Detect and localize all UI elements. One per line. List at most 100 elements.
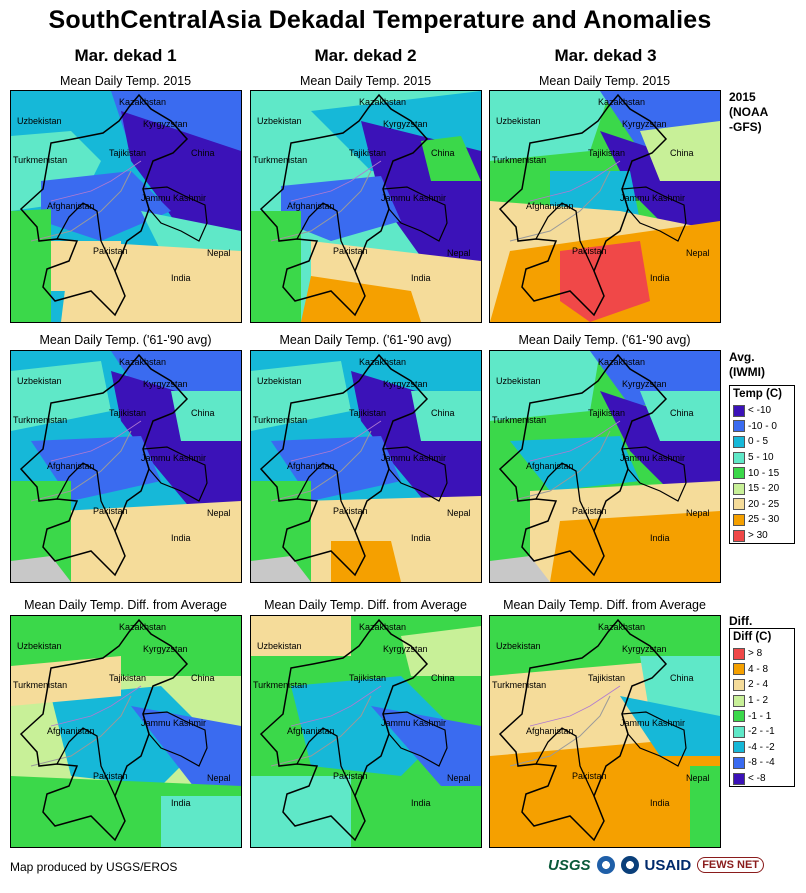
legend-item: 2 - 4 <box>730 677 794 693</box>
map-panel: Kazakhstan Uzbekistan Kyrgyzstan Turkmenist… <box>489 615 721 848</box>
map-label: Uzbekistan <box>496 116 541 126</box>
column-header-1: Mar. dekad 1 <box>74 46 177 65</box>
map-label: Uzbekistan <box>496 376 541 386</box>
map-label: Tajikistan <box>588 673 625 683</box>
temperature-zone <box>640 391 720 441</box>
province-line <box>30 695 132 767</box>
legend-swatch <box>733 529 745 542</box>
temperature-zone <box>131 706 241 796</box>
legend-swatch <box>733 420 745 433</box>
map-label: India <box>650 533 670 543</box>
map-panel: Kazakhstan Uzbekistan Kyrgyzstan Turkmenist… <box>250 90 482 323</box>
legend-label: -8 - -4 <box>748 757 775 769</box>
legend-item: -2 - -1 <box>730 724 794 740</box>
map-label: Pakistan <box>572 246 607 256</box>
legend-label: -1 - 1 <box>748 710 772 722</box>
map-label: Kyrgyzstan <box>143 644 188 654</box>
map-label: China <box>431 673 455 683</box>
country-border <box>621 186 687 242</box>
row-label-line: (NOAA <box>729 105 769 119</box>
map-label: Turkmenistan <box>13 680 67 690</box>
map-label: Kazakhstan <box>359 622 406 632</box>
province-line <box>290 685 382 727</box>
row-label-line: Diff. <box>729 614 753 628</box>
province-line <box>529 160 621 202</box>
temperature-zone <box>301 276 421 322</box>
map-label: China <box>191 148 215 158</box>
map-label: Afghanistan <box>526 726 574 736</box>
map-label: Uzbekistan <box>496 641 541 651</box>
map-label: Turkmenistan <box>253 680 307 690</box>
province-line <box>270 170 372 242</box>
legend-swatch <box>733 710 745 723</box>
legend-item: 15 - 20 <box>730 481 794 497</box>
legend-item: 20 - 25 <box>730 497 794 513</box>
map-label: Afghanistan <box>287 726 335 736</box>
map-label: Turkmenistan <box>13 415 67 425</box>
legend-item: -4 - -2 <box>730 740 794 756</box>
map-label: Nepal <box>447 773 471 783</box>
country-border <box>259 618 429 842</box>
map-label: Uzbekistan <box>257 376 302 386</box>
province-line <box>290 160 382 202</box>
map-panel: Kazakhstan Uzbekistan Kyrgyzstan Turkmenist… <box>250 350 482 583</box>
row-label-line: Avg. <box>729 350 755 364</box>
legend-swatch <box>733 482 745 495</box>
map-label: India <box>411 533 431 543</box>
map-label: Jammu Kashmir <box>141 453 206 463</box>
map-label: Kazakhstan <box>119 622 166 632</box>
map-label: India <box>171 533 191 543</box>
map-label: Pakistan <box>93 506 128 516</box>
legend-item: 0 - 5 <box>730 434 794 450</box>
province-line <box>30 430 132 502</box>
map-label: Kyrgyzstan <box>622 644 667 654</box>
temperature-zone <box>690 766 720 847</box>
country-border <box>498 93 668 317</box>
map-label: Jammu Kashmir <box>141 718 206 728</box>
map-label: Uzbekistan <box>17 116 62 126</box>
column-header-3: Mar. dekad 3 <box>554 46 657 65</box>
temperature-zone <box>251 556 311 582</box>
province-line <box>290 420 382 462</box>
temperature-zone <box>251 776 351 847</box>
map-label: Turkmenistan <box>13 155 67 165</box>
map-label: China <box>670 408 694 418</box>
map-label: Nepal <box>686 508 710 518</box>
map-label: Pakistan <box>93 246 128 256</box>
country-border <box>621 711 687 767</box>
map-label: Jammu Kashmir <box>620 453 685 463</box>
country-border <box>498 353 668 577</box>
legend-label: 15 - 20 <box>748 483 780 495</box>
map-label: Afghanistan <box>47 726 95 736</box>
country-border <box>142 446 208 502</box>
legend-label: 4 - 8 <box>748 663 769 675</box>
temperature-zone <box>490 91 610 161</box>
temperature-zone <box>171 391 241 441</box>
legend-swatch <box>733 694 745 707</box>
legend-swatch <box>733 741 745 754</box>
legend-label: 10 - 15 <box>748 467 780 479</box>
map-label: Kazakhstan <box>598 357 645 367</box>
map-label: Jammu Kashmir <box>620 718 685 728</box>
province-line <box>270 430 372 502</box>
temperature-zone <box>560 241 650 322</box>
temperature-zone <box>251 481 311 582</box>
legend-title: Diff (C) <box>733 631 772 643</box>
map-label: China <box>670 148 694 158</box>
legend-item: -10 - 0 <box>730 419 794 435</box>
map-label: Pakistan <box>333 246 368 256</box>
map-label: Tajikistan <box>109 408 146 418</box>
legend-label: 2 - 4 <box>748 679 769 691</box>
province-line <box>30 170 132 242</box>
map-label: Nepal <box>207 508 231 518</box>
noaa-logo-icon <box>596 856 615 874</box>
temperature-zone <box>11 656 121 706</box>
map-label: Kazakhstan <box>598 97 645 107</box>
legend-label: -2 - -1 <box>748 726 775 738</box>
map-label: Jammu Kashmir <box>381 718 446 728</box>
legend-item: 10 - 15 <box>730 465 794 481</box>
country-border <box>142 711 208 767</box>
legend-swatch <box>733 498 745 511</box>
temperature-zone <box>510 436 640 491</box>
country-border <box>259 353 429 577</box>
